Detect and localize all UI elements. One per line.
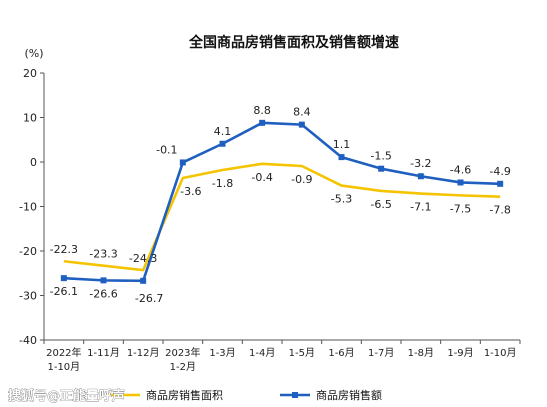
x-tick-label-line: 1-10月 bbox=[47, 361, 80, 373]
data-label-sales: -4.9 bbox=[489, 165, 510, 178]
x-tick-label-line: 2022年 bbox=[46, 346, 81, 359]
x-tick-label-line: 1-6月 bbox=[328, 347, 354, 359]
y-tick-label: 0 bbox=[30, 156, 37, 169]
x-tick-label: 1-11月 bbox=[87, 347, 120, 359]
x-tick-label-line: 1-4月 bbox=[249, 347, 275, 359]
data-label-sales: -1.5 bbox=[370, 150, 391, 163]
x-tick-label-line: 1-3月 bbox=[209, 347, 235, 359]
x-tick-label: 2022年 1-10月 bbox=[46, 346, 81, 373]
data-labels: -26.1 -26.6 -26.7 -0.1 4.1 8.8 8.4 1.1 -1.5 -3.2 -… bbox=[50, 104, 511, 305]
series-point-1 bbox=[457, 179, 464, 186]
x-tick-label: 1-10月 bbox=[484, 347, 517, 359]
series-point-1 bbox=[259, 119, 266, 126]
x-tick-label: 1-8月 bbox=[408, 347, 434, 359]
legend: 商品房销售面积 商品房销售额 bbox=[110, 388, 382, 402]
x-tick-label-line: 2023年 bbox=[165, 346, 200, 359]
data-label-sales: -4.6 bbox=[450, 163, 471, 176]
data-label-area: -3.6 bbox=[180, 185, 201, 198]
x-tick-label: 1-3月 bbox=[209, 347, 235, 359]
data-label-area: -0.4 bbox=[251, 171, 272, 184]
x-tick-label-line: 1-10月 bbox=[484, 347, 517, 359]
y-tick-label: -40 bbox=[19, 334, 37, 347]
series-line-1 bbox=[63, 121, 501, 283]
legend-label: 商品房销售面积 bbox=[146, 388, 223, 402]
series-point-1 bbox=[417, 173, 424, 180]
x-tick-label-line: 1-9月 bbox=[447, 347, 473, 359]
series-point-1 bbox=[378, 165, 385, 172]
series-point-1 bbox=[497, 180, 504, 187]
series-point-1 bbox=[179, 159, 186, 166]
y-tick-label: -20 bbox=[19, 245, 37, 258]
data-label-area: -24.3 bbox=[129, 252, 157, 265]
data-label-area: -6.5 bbox=[370, 198, 391, 211]
x-tick-label-line: 1-12月 bbox=[127, 347, 160, 359]
x-tick-label: 1-6月 bbox=[328, 347, 354, 359]
data-label-sales: -3.2 bbox=[410, 157, 431, 170]
y-axis-unit: (%) bbox=[24, 47, 43, 60]
y-tick-label: 20 bbox=[23, 67, 37, 80]
x-tick-label: 1-12月 bbox=[127, 347, 160, 359]
x-tick-label-line: 1-2月 bbox=[170, 361, 196, 373]
y-tick-label: -10 bbox=[19, 201, 37, 214]
x-tick-label: 1-7月 bbox=[368, 347, 394, 359]
data-label-sales: -26.7 bbox=[135, 292, 163, 305]
series-line-0 bbox=[63, 162, 501, 272]
series-point-1 bbox=[100, 277, 107, 284]
axes: 20 10 0 -10 -20 -30 -40 2022年 1-10月 1-11月 1-12月 202… bbox=[19, 67, 521, 373]
data-label-sales: -0.1 bbox=[156, 143, 177, 156]
x-tick-label-line: 1-11月 bbox=[87, 347, 120, 359]
x-tick-label: 1-5月 bbox=[289, 347, 315, 359]
chart-title: 全国商品房销售面积及销售额增速 bbox=[188, 34, 399, 51]
x-tick-label-line: 1-8月 bbox=[408, 347, 434, 359]
series-point-1 bbox=[338, 154, 345, 161]
data-label-area: -22.3 bbox=[50, 243, 78, 256]
series-point-1 bbox=[298, 121, 305, 128]
data-label-area: -5.3 bbox=[331, 193, 352, 206]
legend-swatch-marker bbox=[292, 392, 298, 398]
data-label-sales: -26.1 bbox=[50, 285, 78, 298]
data-label-sales: 1.1 bbox=[333, 138, 351, 151]
data-label-area: -7.1 bbox=[410, 201, 431, 214]
x-tick-label-line: 1-5月 bbox=[289, 347, 315, 359]
data-label-sales: -26.6 bbox=[89, 287, 117, 300]
x-tick-label: 2023年 1-2月 bbox=[165, 346, 200, 373]
data-label-sales: 8.4 bbox=[293, 106, 311, 119]
watermark: 搜狐号@正能量呼声 bbox=[8, 388, 125, 404]
y-tick-label: 10 bbox=[23, 112, 37, 125]
x-tick-label: 1-9月 bbox=[447, 347, 473, 359]
x-tick-label: 1-4月 bbox=[249, 347, 275, 359]
series-point-1 bbox=[219, 140, 226, 147]
data-label-area: -1.8 bbox=[212, 177, 233, 190]
data-label-area: -7.8 bbox=[489, 204, 510, 217]
data-label-sales: 4.1 bbox=[214, 125, 232, 138]
legend-label: 商品房销售额 bbox=[316, 388, 382, 402]
data-label-area: -23.3 bbox=[89, 248, 117, 261]
series-point-1 bbox=[140, 277, 147, 284]
y-tick-label: -30 bbox=[19, 290, 37, 303]
series-point-1 bbox=[60, 275, 67, 282]
series-layer bbox=[60, 119, 504, 284]
data-label-sales: 8.8 bbox=[253, 104, 271, 117]
x-tick-label-line: 1-7月 bbox=[368, 347, 394, 359]
data-label-area: -7.5 bbox=[450, 202, 471, 215]
data-label-area: -0.9 bbox=[291, 173, 312, 186]
